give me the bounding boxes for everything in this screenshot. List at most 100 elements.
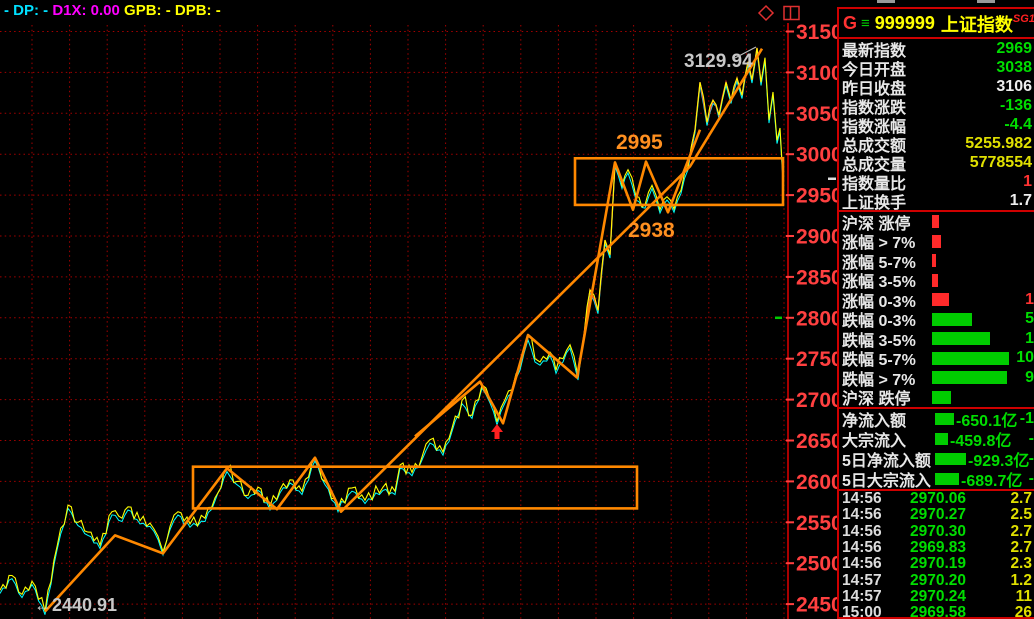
axis-tick-label: 2800 — [796, 307, 837, 330]
price-series — [0, 47, 784, 615]
band-bar — [932, 351, 1009, 365]
axis-tick-label: 2650 — [796, 430, 837, 453]
quote-row: 今日开盘 3038 — [839, 58, 1034, 79]
price-annotation: 2995 — [616, 131, 663, 154]
band-label: 涨幅 5-7% — [842, 254, 916, 272]
quote-value: 2969 — [996, 39, 1032, 57]
flow-bar — [935, 473, 959, 485]
band-count: 1 — [1025, 329, 1034, 347]
tick-volume: 26 — [1014, 604, 1032, 619]
flow-extra-value: - — [1028, 450, 1034, 467]
quote-row: 最新指数 2969 — [839, 39, 1034, 60]
quote-value: 5778554 — [969, 153, 1032, 171]
tick-list-section: 14:56 2970.06 2.7 14:56 2970.27 2.5 14:56 2970.… — [839, 490, 1034, 619]
axis-tick-label: 2750 — [796, 348, 837, 371]
tick-row[interactable]: 14:56 2970.06 2.7 — [839, 490, 1034, 508]
band-label: 跌幅 0-3% — [842, 313, 916, 331]
menu-icon[interactable]: ≡ — [861, 15, 870, 32]
band-count: 10 — [1016, 349, 1034, 367]
tick-row[interactable]: 14:56 2970.30 2.7 — [839, 522, 1034, 540]
advance-decline-row: 沪深 涨停 — [839, 212, 1034, 233]
band-label: 跌幅 > 7% — [842, 371, 916, 389]
band-bar — [932, 293, 949, 307]
flow-extra-value: - — [1028, 430, 1034, 447]
split-window-icon[interactable] — [783, 5, 800, 21]
quote-label: 指数涨跌 — [842, 99, 907, 117]
security-code: 999999 — [874, 13, 935, 33]
corner-tag: SG1 — [1012, 13, 1034, 25]
band-count: 9 — [1025, 368, 1034, 386]
flow-extra-value: - — [1028, 470, 1034, 487]
divider — [839, 489, 1034, 491]
band-bar — [932, 332, 990, 346]
money-flow-row: 5日净流入额 -929.3亿 - — [839, 449, 1034, 470]
trend-line — [414, 129, 702, 438]
divider — [839, 37, 1034, 39]
tick-volume: 11 — [1015, 587, 1032, 605]
quote-row: 指数涨跌 -136 — [839, 96, 1034, 117]
flow-bar — [935, 453, 966, 465]
advance-decline-row: 涨幅 0-3% 1 — [839, 290, 1034, 311]
tick-price: 2970.20 — [909, 571, 967, 589]
band-bar — [932, 234, 941, 248]
tick-price: 2970.06 — [909, 490, 967, 508]
index-minute-chart[interactable]: 3150 3100 3050 3000 2950 2900 2850 2800 2750 2700… — [0, 0, 837, 619]
money-flow-row: 大宗流入 -459.8亿 - — [839, 429, 1034, 450]
quote-label: 今日开盘 — [842, 61, 907, 79]
quote-label: 指数量比 — [842, 175, 907, 193]
tick-price: 2970.30 — [909, 522, 967, 540]
axis-tick-label: 2900 — [796, 226, 837, 249]
price-annotation: 2938 — [628, 219, 675, 242]
price-annotation: ←2440.91 — [34, 595, 117, 615]
advance-decline-row: 跌幅 > 7% 9 — [839, 368, 1034, 389]
tick-price: 2970.24 — [909, 587, 967, 605]
tick-volume: 2.5 — [1010, 506, 1032, 524]
band-label: 沪深 涨停 — [842, 215, 911, 233]
consolidation-box — [191, 465, 639, 510]
tick-row[interactable]: 14:57 2970.24 11 — [839, 587, 1034, 605]
tick-time: 14:56 — [842, 555, 882, 573]
advance-decline-row: 沪深 跌停 — [839, 388, 1034, 408]
quote-value: 3038 — [996, 58, 1032, 76]
g-button[interactable]: G — [843, 13, 858, 33]
flow-value: -689.7亿 — [961, 473, 1023, 490]
quote-value: 1 — [1023, 172, 1032, 190]
flow-label: 5日净流入额 — [842, 453, 931, 470]
tick-row[interactable]: 14:57 2970.20 1.2 — [839, 571, 1034, 589]
tick-row[interactable]: 14:56 2969.83 2.7 — [839, 539, 1034, 556]
band-bar — [932, 273, 938, 287]
chart-corner-icons[interactable] — [757, 4, 800, 22]
band-label: 沪深 跌停 — [842, 391, 911, 409]
flow-label: 大宗流入 — [842, 433, 907, 450]
chart-annotations: 3129.94 2995 2938 ←2440.91 — [34, 46, 757, 615]
flow-label: 5日大宗流入 — [842, 473, 931, 490]
price-annotation: 3129.94 — [684, 51, 753, 72]
band-bar — [932, 390, 951, 404]
band-label: 涨幅 3-5% — [842, 274, 916, 292]
flow-label: 净流入额 — [842, 413, 907, 430]
advance-decline-row: 涨幅 > 7% — [839, 232, 1034, 252]
tick-row[interactable]: 15:00 2969.58 26 — [839, 604, 1034, 619]
flow-value: -459.8亿 — [950, 433, 1012, 450]
average-line — [0, 51, 784, 615]
tick-time: 14:56 — [842, 506, 882, 524]
axis-tick-label: 2700 — [796, 389, 837, 412]
axis-tick-label: 3050 — [796, 103, 837, 126]
quote-label: 总成交量 — [842, 156, 907, 174]
price-line — [0, 47, 784, 612]
advance-decline-row: 跌幅 3-5% 1 — [839, 329, 1034, 350]
quote-label: 最新指数 — [842, 42, 907, 60]
band-bar — [932, 371, 1007, 385]
band-count: 5 — [1025, 310, 1034, 328]
band-label: 涨幅 > 7% — [842, 235, 916, 253]
band-label: 跌幅 3-5% — [842, 332, 916, 350]
tick-volume: 1.2 — [1010, 571, 1032, 589]
quote-summary-section: 最新指数 2969 今日开盘 3038 昨日收盘 3106 指数涨跌 -136 指数涨幅 -4.4… — [839, 39, 1034, 212]
quote-label: 指数涨幅 — [842, 118, 907, 136]
quote-value: -136 — [999, 96, 1032, 114]
tick-row[interactable]: 14:56 2970.27 2.5 — [839, 506, 1034, 524]
tick-time: 14:56 — [842, 522, 882, 540]
tick-volume: 2.7 — [1010, 522, 1032, 540]
tick-row[interactable]: 14:56 2970.19 2.3 — [839, 555, 1034, 573]
diamond-marker-icon[interactable] — [757, 4, 775, 22]
